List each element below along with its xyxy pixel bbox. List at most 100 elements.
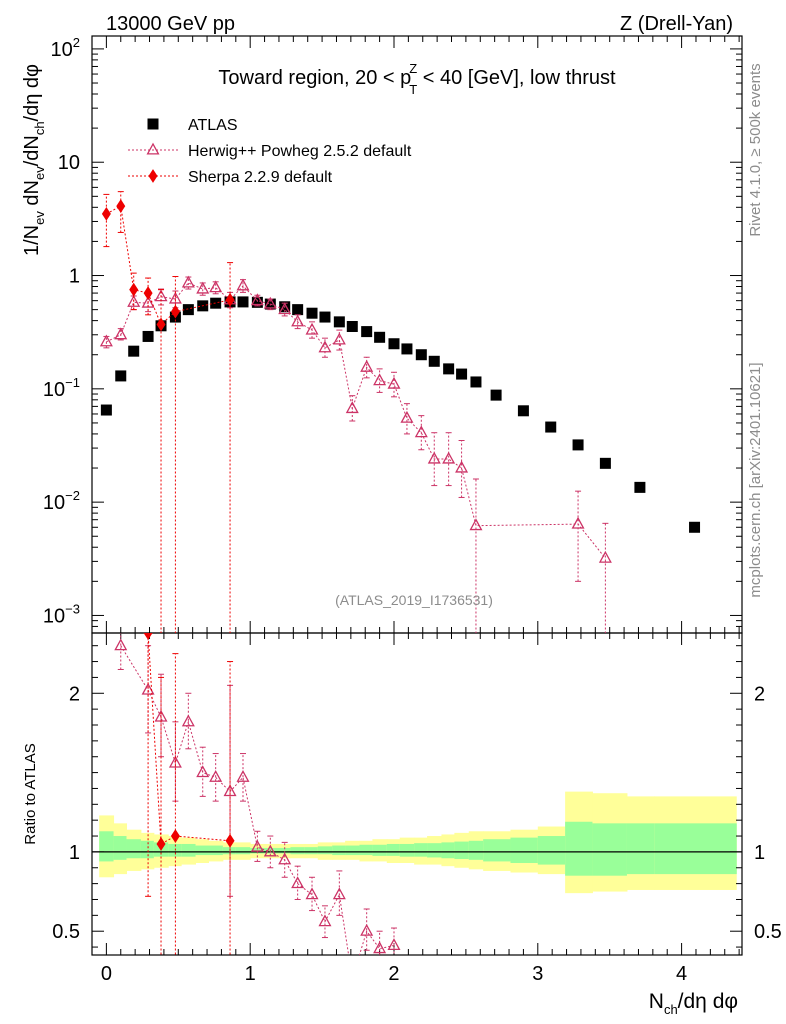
- main-herwig-point: [387, 376, 401, 389]
- main-atlas-point: [100, 404, 112, 416]
- ratio-band-inner: [427, 843, 442, 858]
- analysis-id-label: (ATLAS_2019_I1736531): [335, 592, 493, 608]
- tick-labels: 0 1 2 3 4 10−3 10−2 10−1 1 10 102 0.5 0.5 1 1 2 2: [43, 35, 782, 985]
- ratio-band-inner: [654, 823, 737, 875]
- ratio-band-inner: [372, 844, 388, 856]
- main-herwig-point: [469, 518, 483, 531]
- main-sherpa-point: [101, 206, 111, 221]
- main-atlas-point: [374, 331, 386, 343]
- legend: ATLAS Herwig++ Powheg 2.5.2 default Sherpa…: [128, 117, 412, 186]
- ratio-sherpa-point: [143, 633, 153, 640]
- y-tick-label: 10: [58, 152, 80, 174]
- main-herwig-point: [141, 295, 155, 308]
- main-herwig-point: [345, 401, 359, 414]
- main-sherpa-point: [225, 292, 235, 307]
- main-herwig-point: [442, 451, 456, 464]
- main-y-axis-label: 1/Nev dNev/dNch/dη dφ: [21, 64, 47, 256]
- ratio-herwig-point: [305, 887, 319, 900]
- ratio-band-inner: [140, 840, 155, 859]
- ratio-herwig-point: [278, 852, 292, 865]
- ratio-y-tick-label-right: 0.5: [754, 921, 782, 943]
- ratio-y-tick-label-right: 2: [754, 683, 765, 705]
- ratio-band-inner: [468, 840, 484, 860]
- main-herwig-line: [106, 282, 606, 559]
- ratio-herwig-point: [373, 941, 387, 954]
- ratio-band-inner: [359, 844, 373, 856]
- main-herwig-point: [400, 410, 414, 423]
- main-atlas-point: [388, 338, 400, 350]
- main-sherpa-point: [129, 282, 139, 297]
- ratio-herwig-point: [318, 914, 332, 927]
- ratio-y-tick-label: 2: [69, 683, 80, 705]
- main-herwig-point: [168, 291, 182, 304]
- main-atlas-point: [115, 370, 127, 382]
- ratio-herwig-line: [120, 645, 395, 955]
- main-atlas-point: [237, 296, 249, 308]
- main-atlas-point: [456, 368, 468, 380]
- main-herwig-point: [114, 327, 128, 340]
- ratio-y-axis-label: Ratio to ATLAS: [22, 743, 39, 844]
- ratio-band-inner: [414, 843, 428, 857]
- main-atlas-point: [142, 330, 154, 342]
- ratio-band-inner: [454, 841, 470, 860]
- ratio-herwig-point: [209, 769, 223, 782]
- y-tick-label: 1: [69, 266, 80, 288]
- ratio-band-inner: [181, 843, 197, 857]
- ratio-plot-series: [114, 633, 401, 983]
- main-atlas-point: [599, 457, 611, 469]
- ratio-band-inner: [317, 846, 333, 855]
- main-sherpa-point: [143, 286, 153, 300]
- main-sherpa-point: [116, 199, 126, 214]
- ratio-sherpa-point: [225, 833, 235, 848]
- ratio-band-inner: [304, 847, 319, 855]
- main-atlas-point: [306, 307, 318, 319]
- ratio-herwig-point: [332, 887, 346, 900]
- ratio-band-inner: [277, 847, 291, 854]
- main-atlas-point: [251, 296, 263, 308]
- main-herwig-point: [127, 294, 141, 307]
- main-atlas-point: [333, 316, 345, 328]
- ratio-sherpa-line: [147, 633, 231, 845]
- main-atlas-point: [634, 481, 646, 493]
- ratio-herwig-point: [114, 638, 128, 651]
- y-tick-label: 10−2: [43, 488, 80, 514]
- main-atlas-point: [210, 297, 222, 309]
- main-atlas-point: [182, 304, 194, 316]
- ratio-band-inner: [592, 823, 628, 876]
- main-herwig-point: [99, 334, 113, 347]
- main-herwig-point: [196, 281, 210, 294]
- main-atlas-point: [689, 521, 701, 533]
- x-tick-label: 3: [532, 963, 543, 985]
- ratio-herwig-point: [263, 844, 277, 857]
- ratio-band-inner: [626, 823, 655, 875]
- mcplots-label: mcplots.cern.ch [arXiv:2401.10621]: [747, 362, 764, 597]
- main-sherpa-point: [156, 317, 166, 332]
- ratio-sherpa-point: [156, 837, 166, 851]
- ratio-band-inner: [345, 845, 360, 856]
- ratio-band-inner: [441, 842, 455, 859]
- y-tick-label: 10−3: [43, 601, 80, 627]
- ratio-band-inner: [113, 836, 128, 860]
- ratio-herwig-point: [250, 839, 264, 852]
- main-atlas-point: [428, 355, 440, 367]
- main-atlas-point: [443, 363, 455, 375]
- ratio-band-inner: [386, 843, 401, 856]
- ratio-band-inner: [99, 831, 115, 862]
- ratio-herwig-point: [347, 973, 358, 983]
- legend-herwig-marker: [146, 142, 160, 155]
- main-herwig-point: [414, 425, 428, 438]
- legend-atlas-marker: [147, 118, 159, 130]
- main-herwig-point: [571, 516, 585, 529]
- header-left: 13000 GeV pp: [106, 13, 235, 35]
- main-herwig-point: [209, 280, 223, 293]
- x-tick-label: 4: [676, 963, 687, 985]
- ratio-plot-frame: [91, 632, 743, 956]
- main-herwig-point: [455, 460, 469, 473]
- main-herwig-point: [263, 296, 277, 309]
- plot-title: Toward region, 20 < pZ T < 40 [GeV], low …: [218, 61, 616, 97]
- x-tick-label: 2: [388, 963, 399, 985]
- ratio-band-inner: [483, 839, 511, 862]
- ratio-herwig-point: [181, 714, 195, 727]
- main-sherpa-point: [170, 304, 180, 319]
- x-axis-label: Nch/dη dφ: [649, 990, 738, 1017]
